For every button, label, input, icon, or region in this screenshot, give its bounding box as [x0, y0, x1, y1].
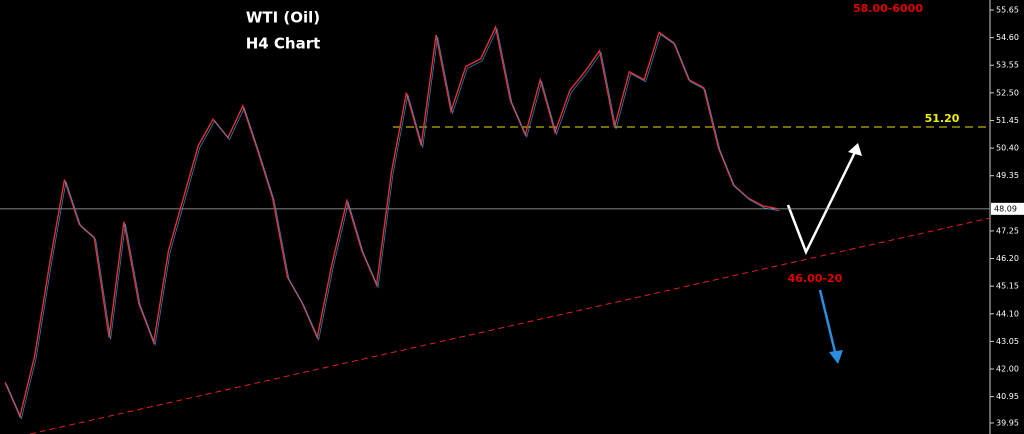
trend-line — [29, 217, 991, 434]
resistance-label: 51.20 — [925, 112, 960, 125]
y-tick-label: 49.35 — [996, 171, 1019, 180]
price-shadow — [6, 27, 780, 420]
y-tick-label: 45.15 — [996, 282, 1019, 291]
arrow-head — [848, 143, 862, 156]
forecast-arrow — [786, 145, 860, 256]
y-tick-label: 50.40 — [996, 144, 1019, 153]
last-price-label: 48.09 — [994, 204, 1017, 213]
arrow-head — [829, 350, 843, 364]
y-tick-label: 53.55 — [996, 61, 1019, 70]
chart-title: WTI (Oil) — [246, 9, 320, 27]
price-line — [4, 24, 779, 419]
y-tick-label: 46.20 — [996, 254, 1019, 263]
y-tick-label: 44.10 — [996, 309, 1019, 318]
y-tick-label: 42.00 — [996, 365, 1019, 374]
last-price-box — [991, 202, 1024, 215]
y-tick-label: 51.45 — [996, 116, 1019, 125]
y-tick-label: 47.25 — [996, 226, 1019, 235]
bearish-arrow — [818, 289, 838, 357]
target-label: 58.00-6000 — [853, 2, 923, 15]
support-label: 46.00-20 — [788, 272, 843, 285]
chart-subtitle: H4 Chart — [246, 35, 321, 53]
y-tick-label: 52.50 — [996, 88, 1019, 97]
y-tick-label: 43.05 — [996, 337, 1019, 346]
y-tick-label: 55.65 — [996, 5, 1019, 14]
y-tick-label: 40.95 — [996, 392, 1019, 401]
y-tick-label: 54.60 — [996, 33, 1019, 42]
y-tick-label: 39.95 — [996, 418, 1019, 427]
